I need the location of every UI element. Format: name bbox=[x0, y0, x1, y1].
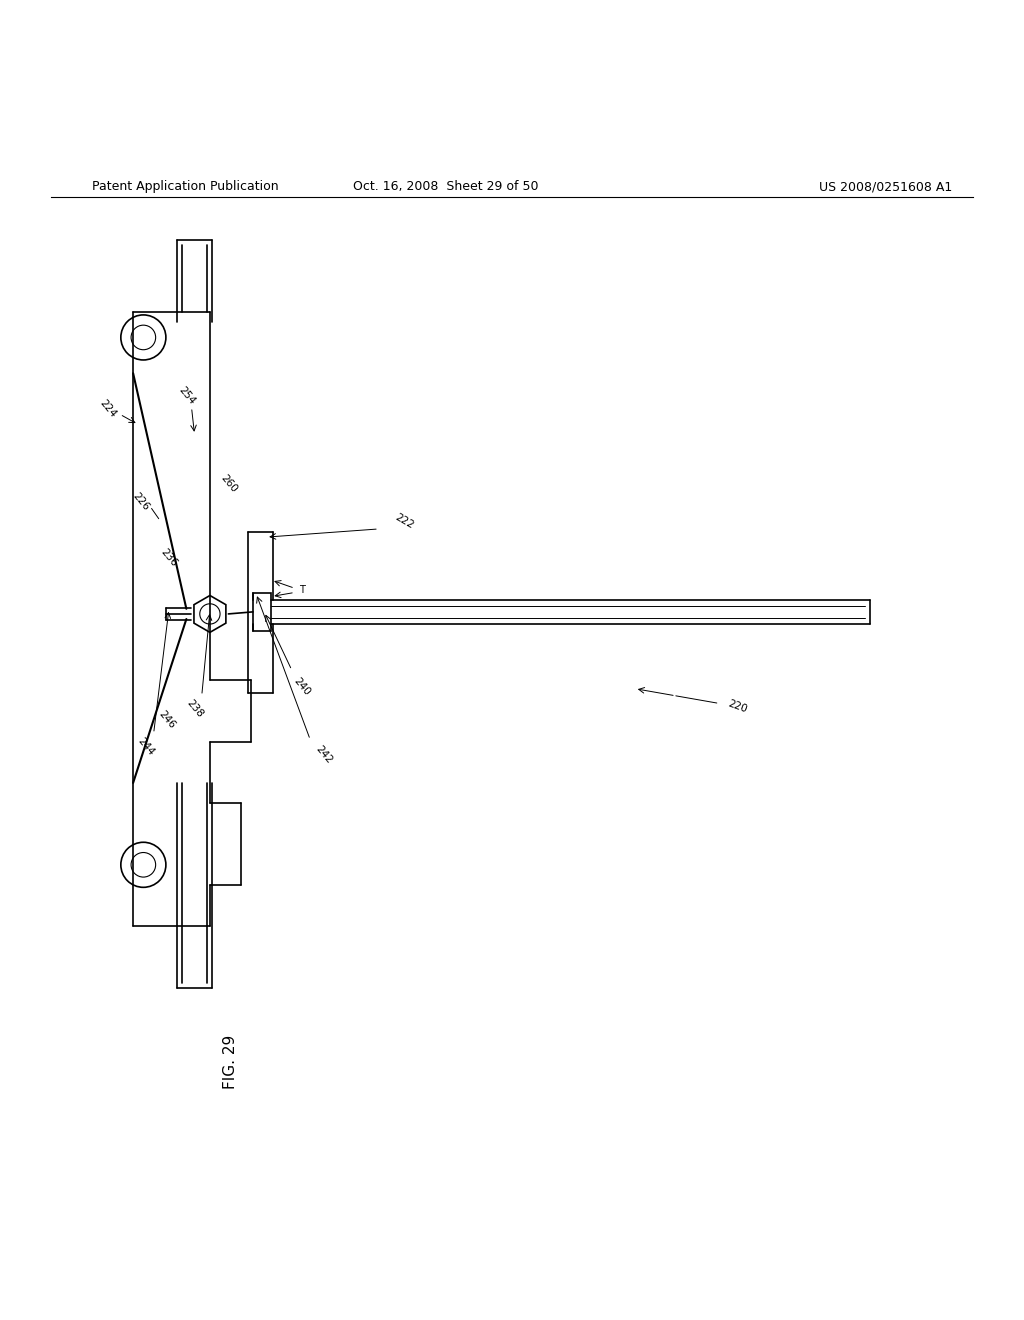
Text: 242: 242 bbox=[313, 743, 334, 766]
Text: Oct. 16, 2008  Sheet 29 of 50: Oct. 16, 2008 Sheet 29 of 50 bbox=[352, 181, 539, 194]
Text: 240: 240 bbox=[292, 676, 312, 697]
Text: 226: 226 bbox=[131, 491, 152, 512]
Text: FIG. 29: FIG. 29 bbox=[223, 1035, 238, 1089]
Text: Patent Application Publication: Patent Application Publication bbox=[92, 181, 279, 194]
Text: T: T bbox=[299, 585, 305, 595]
Text: 244: 244 bbox=[136, 737, 157, 758]
Text: 220: 220 bbox=[726, 698, 749, 714]
Text: 238: 238 bbox=[184, 698, 205, 719]
Text: 246: 246 bbox=[157, 709, 177, 730]
Bar bbox=[253, 594, 271, 631]
Text: 222: 222 bbox=[393, 512, 416, 531]
Text: 224: 224 bbox=[97, 399, 118, 420]
Text: 254: 254 bbox=[177, 385, 198, 407]
Text: 260: 260 bbox=[219, 473, 240, 495]
Text: US 2008/0251608 A1: US 2008/0251608 A1 bbox=[819, 181, 952, 194]
Text: 236: 236 bbox=[159, 546, 179, 569]
